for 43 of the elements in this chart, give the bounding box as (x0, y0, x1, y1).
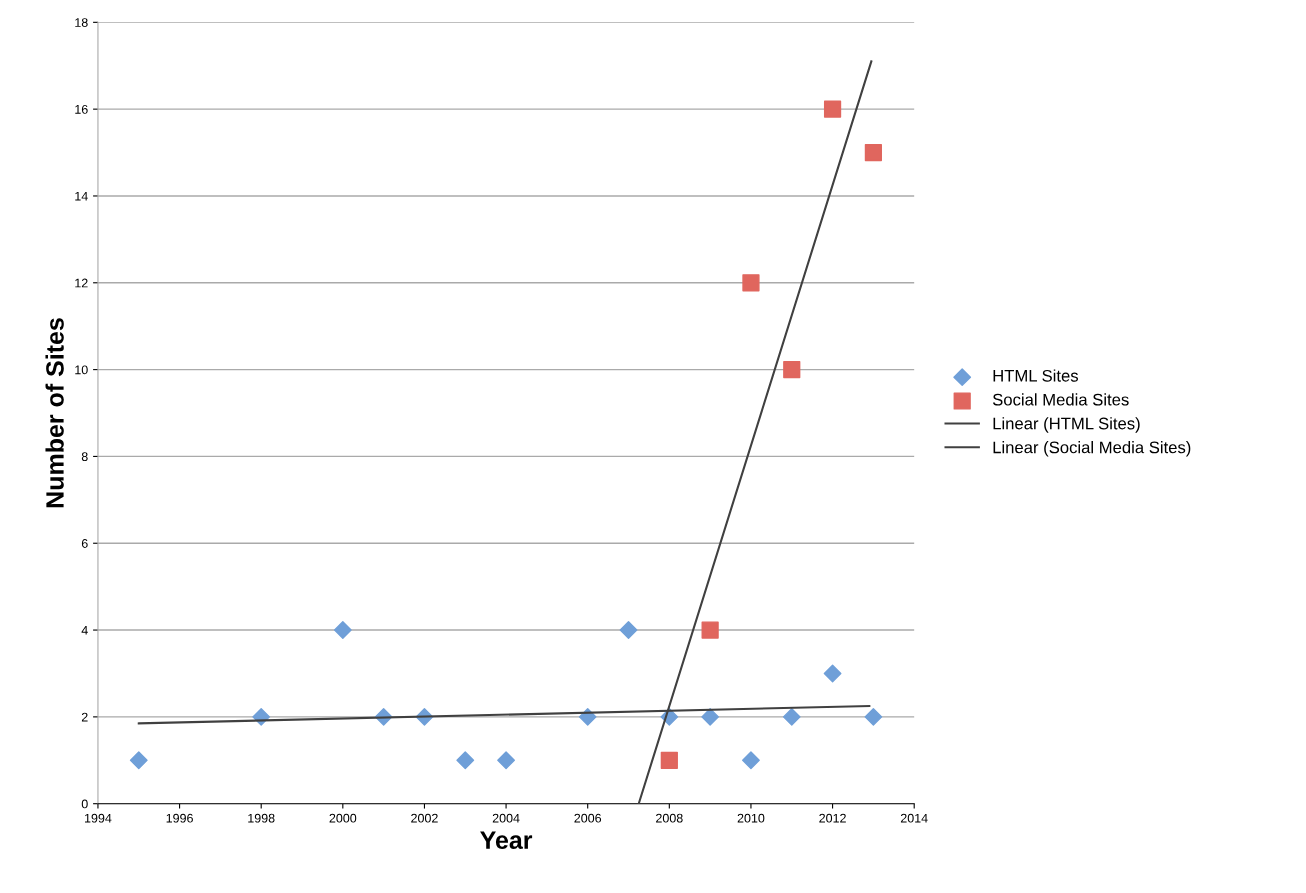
x-tick-label: 2008 (656, 813, 683, 823)
point (782, 707, 801, 726)
y-tick-label: 10 (75, 365, 88, 375)
y-tick-label: 16 (75, 104, 88, 114)
x-axis-title: Year (480, 831, 533, 849)
x-tick-label: 1996 (166, 813, 193, 823)
x-tick-label: 2000 (329, 813, 357, 823)
y-tick-label: 8 (81, 452, 88, 462)
legend-label: Linear (Social Media Sites) (993, 441, 1191, 457)
x-tick-label: 1998 (248, 813, 275, 823)
y-tick-label: 12 (75, 278, 88, 288)
point (333, 621, 352, 639)
x-tick-label: 2012 (819, 813, 846, 823)
legend-label: Linear (HTML Sites) (993, 417, 1140, 433)
x-tick-label: 2014 (900, 813, 928, 823)
y-tick-label: 14 (75, 191, 88, 201)
x-tick-label: 1994 (85, 813, 112, 823)
point (456, 751, 475, 770)
point (129, 751, 148, 770)
y-tick-label: 4 (81, 625, 88, 635)
legend-label: HTML Sites (993, 369, 1079, 382)
point (701, 707, 720, 726)
point (701, 621, 719, 639)
point (497, 751, 515, 770)
point (823, 664, 842, 683)
legend-label: Social Media Sites (992, 393, 1129, 406)
point (823, 100, 842, 118)
point (783, 360, 801, 379)
y-tick-label: 2 (81, 712, 88, 722)
point (742, 274, 760, 292)
y-axis-title: Number of Sites (45, 318, 64, 508)
point (864, 707, 883, 726)
x-tick-label: 2006 (574, 813, 602, 823)
point (742, 751, 760, 770)
y-tick-label: 18 (75, 18, 88, 27)
x-tick-label: 2010 (737, 813, 765, 823)
point (864, 143, 883, 162)
y-tick-label: 6 (81, 539, 88, 548)
y-tick-label: 0 (81, 799, 88, 809)
point (660, 751, 678, 769)
point (619, 621, 638, 639)
x-tick-label: 2004 (492, 813, 520, 823)
x-tick-label: 2002 (411, 813, 438, 823)
